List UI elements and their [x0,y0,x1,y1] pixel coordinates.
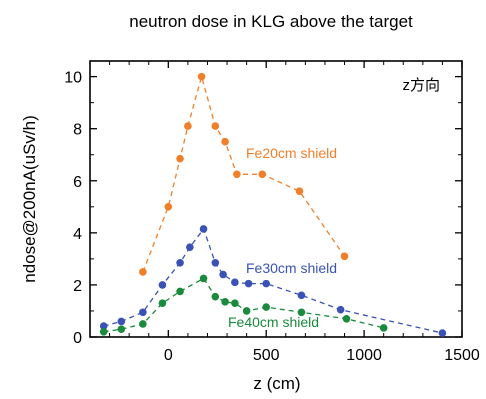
axis-ticks: 0 500 1000 1500 0 2 4 6 8 10 [64,61,480,364]
data-point [164,203,173,211]
data-point [99,322,108,330]
annotation-z-direction: z方向 [402,77,440,94]
y-tick-label: 0 [73,330,82,347]
data-point [117,325,126,333]
data-point [221,137,229,146]
x-axis-label: z (cm) [253,374,300,393]
data-point [199,274,208,283]
y-tick-label: 10 [64,70,82,87]
y-tick-label: 6 [73,174,82,191]
series-1: Fe20cm shield [139,72,349,276]
data-point [297,291,306,300]
series-label: Fe30cm shield [246,260,337,276]
x-tick-label: 0 [164,347,173,364]
data-point [186,243,194,251]
data-point [211,292,220,301]
series-line [142,74,346,273]
data-point [233,170,241,179]
data-point [117,317,126,326]
data-point [139,268,147,276]
data-point [258,170,267,179]
data-point [219,270,227,279]
data-point [340,252,349,261]
data-point [184,122,192,130]
data-point [262,279,271,288]
series-group: Fe20cm shield Fe30cm shield Fe40cm shield [99,72,447,337]
data-point [295,187,304,195]
data-point [158,281,167,289]
data-point [336,305,345,314]
data-point [379,324,388,332]
data-point [158,299,167,307]
y-tick-label: 8 [73,122,82,139]
x-tick-label: 500 [253,347,280,364]
y-tick-label: 2 [73,278,82,295]
x-tick-label: 1500 [444,347,480,364]
x-tick-label: 1000 [346,347,382,364]
data-point [176,154,184,163]
y-tick-label: 4 [73,226,82,243]
data-point [211,122,220,130]
data-point [139,320,147,328]
data-point [438,329,447,337]
plot-area-frame [89,60,463,338]
series-label: Fe40cm shield [228,314,319,330]
data-point [211,258,220,267]
data-point [197,72,206,81]
data-point [139,308,147,317]
series-label: Fe20cm shield [246,145,337,161]
chart-title: neutron dose in KLG above the target [129,12,413,31]
data-point [242,307,251,315]
data-point [297,308,306,317]
data-point [231,278,239,287]
data-point [244,279,253,288]
series-2: Fe30cm shield [99,225,447,337]
data-point [199,225,208,233]
data-point [99,327,108,336]
series-3: Fe40cm shield [99,274,388,336]
data-point [176,287,184,296]
data-point [262,303,271,311]
data-point [231,299,239,307]
y-axis-label: ndose@200nA(uSv/h) [20,115,39,283]
data-point [342,314,351,323]
data-point [221,298,229,306]
data-point [176,258,184,267]
